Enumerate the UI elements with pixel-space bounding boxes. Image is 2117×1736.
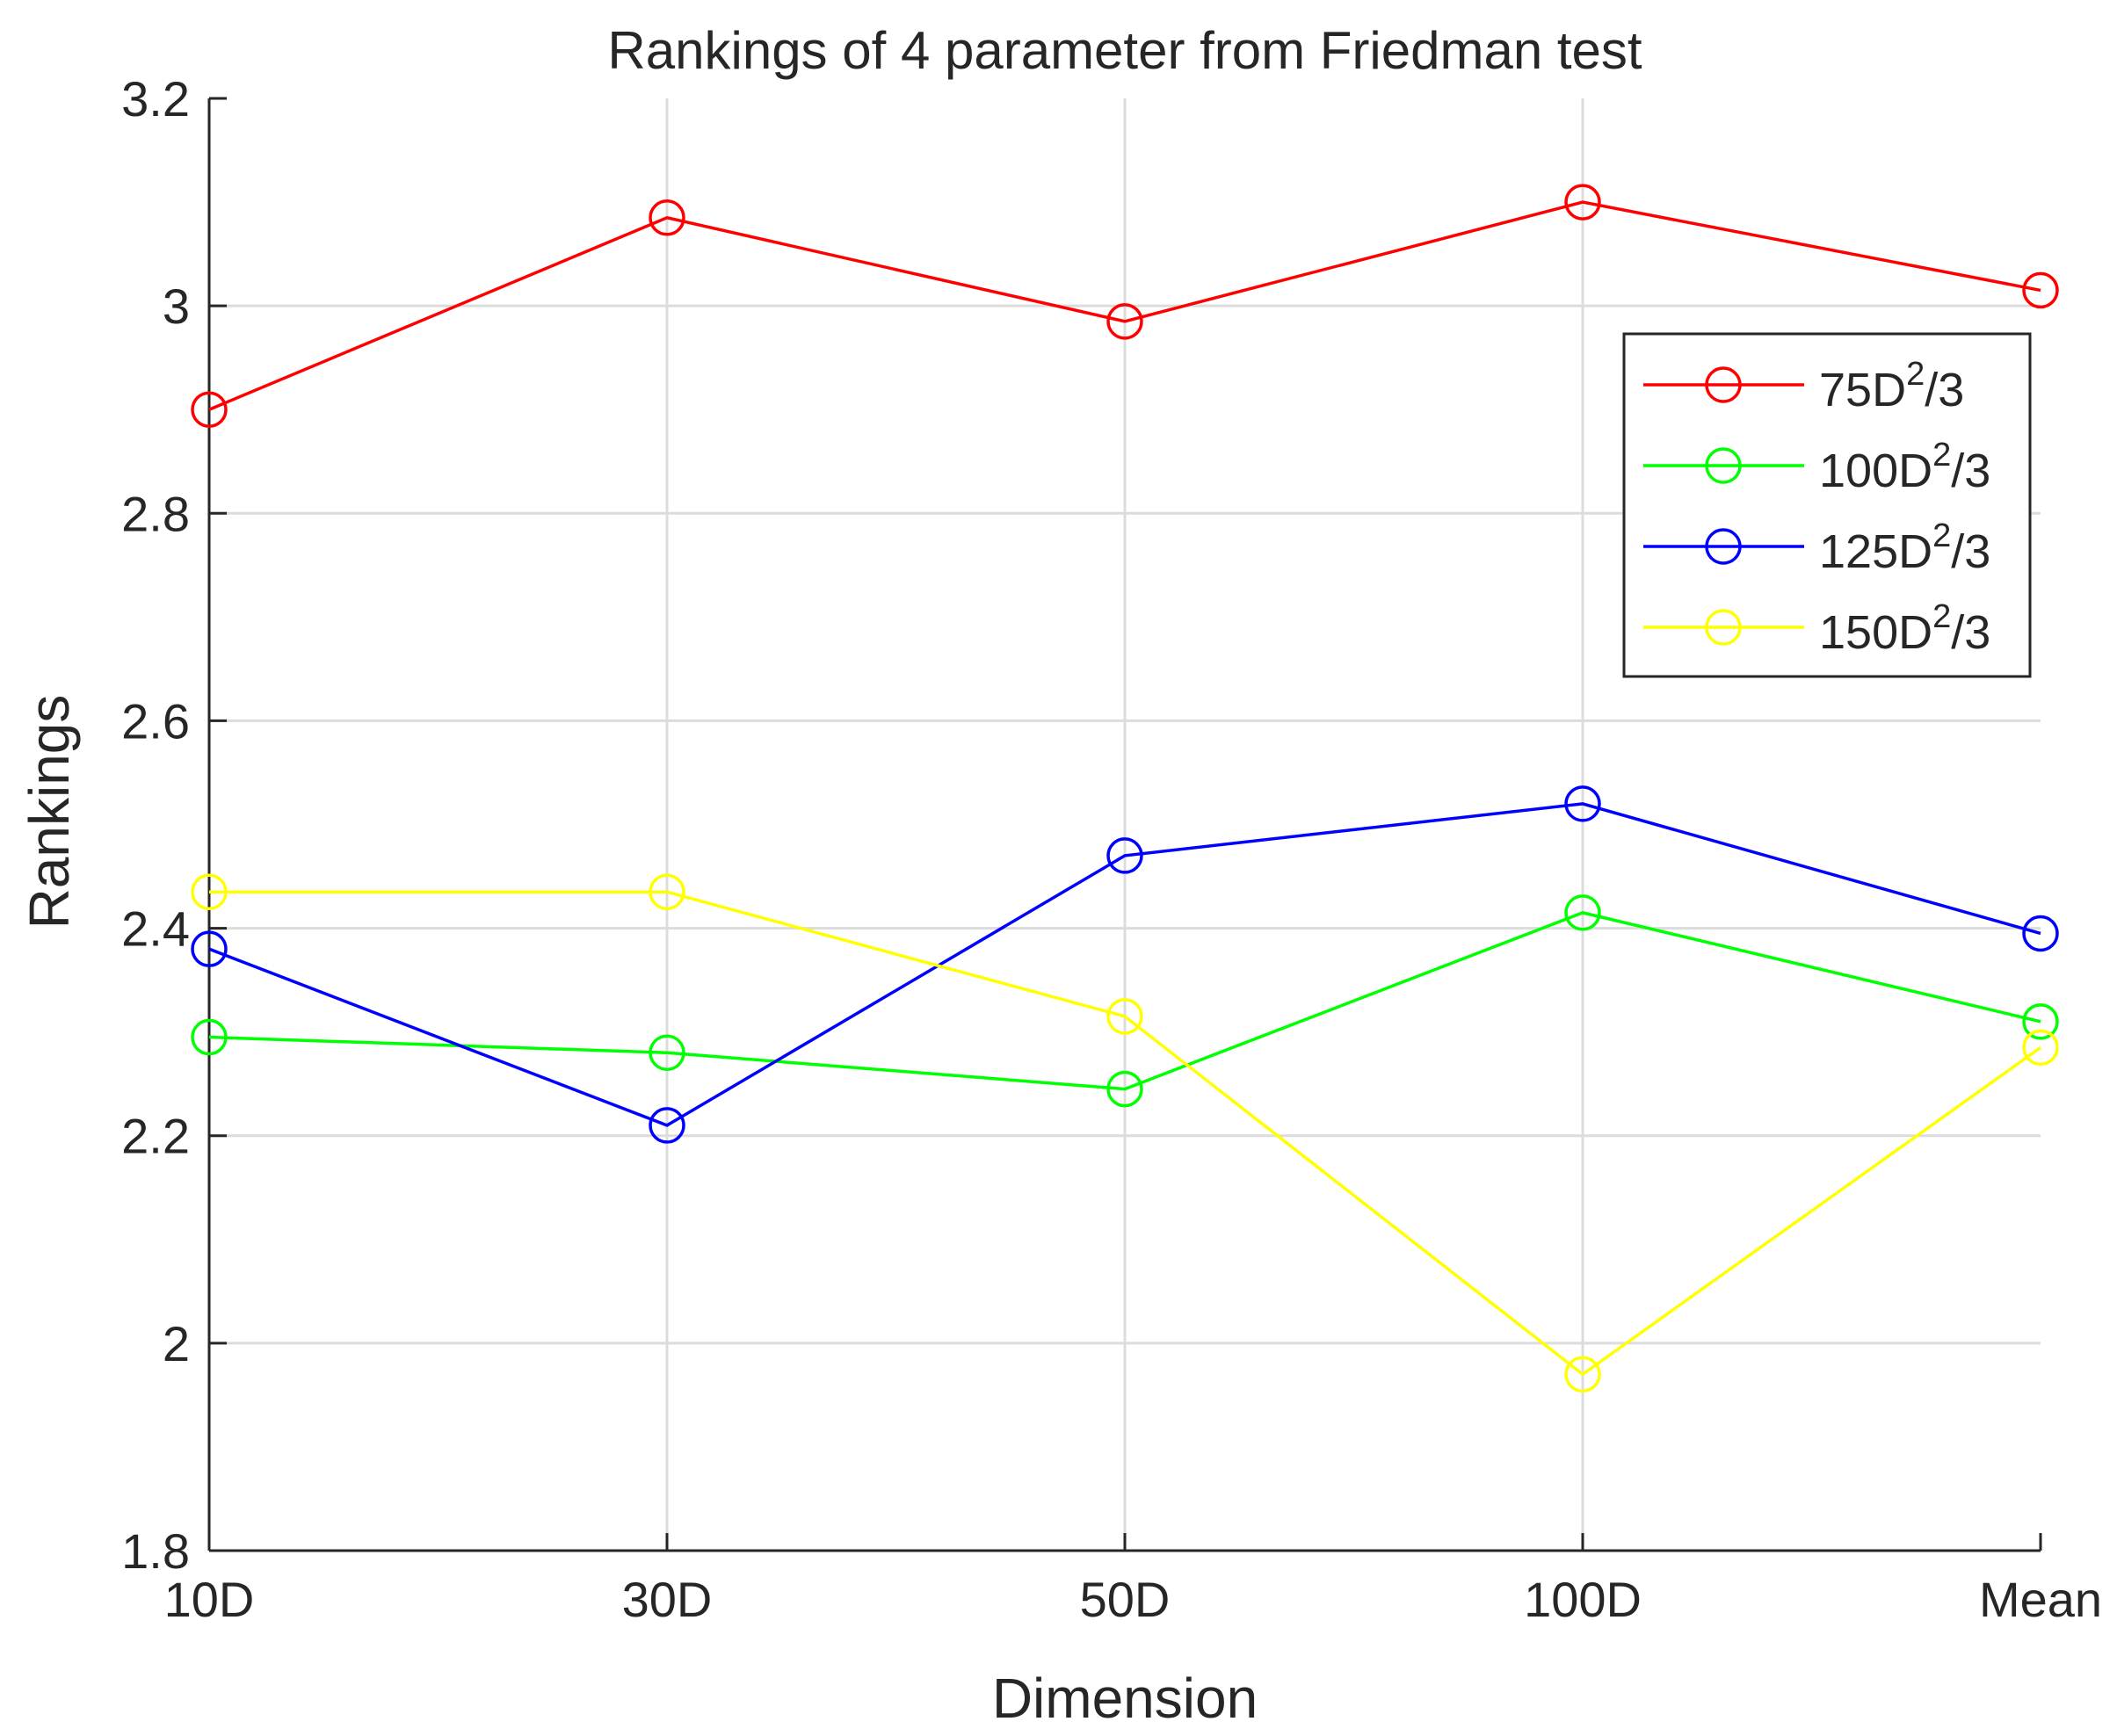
legend-label: 150D2/3 <box>1819 598 1990 659</box>
x-tick-label: 50D <box>1080 1572 1171 1627</box>
y-tick-label: 2.8 <box>121 486 190 541</box>
chart-title: Rankings of 4 parameter from Friedman te… <box>607 21 1642 80</box>
x-tick-label: 10D <box>164 1572 255 1627</box>
y-tick-label: 2.6 <box>121 693 190 749</box>
data-point <box>1564 1356 1601 1393</box>
data-point <box>2022 1003 2059 1040</box>
axes <box>207 97 2042 1552</box>
legend-label: 75D2/3 <box>1819 356 1964 416</box>
data-point <box>2022 915 2059 952</box>
data-point <box>1106 998 1143 1035</box>
x-tick-label: Mean <box>1979 1572 2102 1627</box>
legend: 75D2/3 100D2/3 125D2/3 150D2/3 <box>1622 332 2032 678</box>
data-point <box>191 873 228 910</box>
series-1 <box>191 184 2059 428</box>
data-point <box>1106 837 1143 874</box>
legend-item: 125D2/3 <box>1643 517 1990 578</box>
legend-item: 75D2/3 <box>1643 356 1964 416</box>
data-point <box>2022 271 2059 309</box>
data-point <box>649 199 685 236</box>
legend-item: 100D2/3 <box>1643 437 1990 497</box>
data-point <box>191 930 228 967</box>
legend-marker <box>1705 609 1742 646</box>
data-point <box>1564 785 1601 822</box>
legend-item: 150D2/3 <box>1643 598 1990 659</box>
data-point <box>191 1018 228 1056</box>
y-tick-label: 2 <box>163 1316 190 1371</box>
y-tick-label: 2.4 <box>121 901 190 957</box>
series-3 <box>191 785 2059 1144</box>
x-axis-label: Dimension <box>992 1667 1258 1730</box>
series-layer <box>191 184 2059 1393</box>
data-point <box>1106 303 1143 340</box>
y-tick-label: 3.2 <box>121 71 190 127</box>
data-point <box>649 1034 685 1072</box>
y-tick-label: 2.2 <box>121 1109 190 1164</box>
data-point <box>649 873 685 910</box>
data-point <box>649 1107 685 1144</box>
legend-label: 125D2/3 <box>1819 517 1990 578</box>
data-point <box>191 391 228 428</box>
data-point <box>1564 184 1601 221</box>
series-line <box>208 802 2041 1127</box>
series-line <box>209 890 2042 1377</box>
data-point <box>1106 1070 1143 1108</box>
series-line <box>208 200 2041 411</box>
data-point <box>1564 894 1601 931</box>
legend-marker <box>1705 447 1742 484</box>
y-tick-label: 1.8 <box>121 1523 190 1579</box>
x-tick-label: 30D <box>622 1572 713 1627</box>
x-tick-label: 100D <box>1524 1572 1642 1627</box>
legend-marker <box>1705 366 1742 403</box>
grid <box>209 98 2041 1551</box>
series-line <box>208 911 2041 1091</box>
series-4 <box>191 873 2059 1393</box>
y-axis-label: Rankings <box>18 695 81 929</box>
legend-box <box>1622 332 2032 678</box>
y-tick-label: 3 <box>163 278 190 334</box>
legend-label: 100D2/3 <box>1819 437 1990 497</box>
data-point <box>2022 1029 2059 1067</box>
tick-labels: 1.8 2 2.2 2.4 2.6 2.8 3 3.2 10D 30D 50D 100D Mean <box>121 71 2102 1627</box>
legend-marker <box>1705 528 1742 565</box>
series-2 <box>191 894 2059 1108</box>
